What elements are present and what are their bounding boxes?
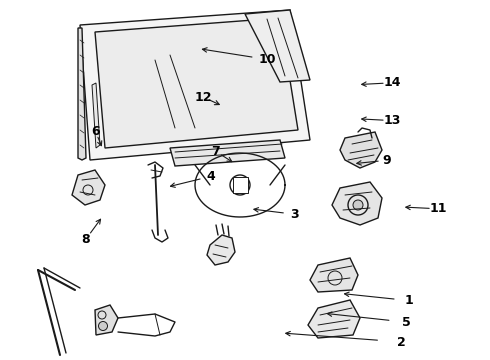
Text: 12: 12 — [195, 91, 212, 104]
Text: 7: 7 — [211, 145, 220, 158]
Text: 14: 14 — [383, 76, 401, 89]
Circle shape — [236, 181, 244, 189]
Polygon shape — [207, 235, 235, 265]
Polygon shape — [92, 83, 100, 148]
Polygon shape — [170, 140, 285, 166]
Polygon shape — [80, 10, 310, 160]
Polygon shape — [72, 170, 105, 205]
Text: 10: 10 — [258, 53, 276, 66]
Text: 6: 6 — [91, 125, 100, 138]
Circle shape — [353, 200, 363, 210]
Text: 1: 1 — [405, 294, 414, 307]
Text: 2: 2 — [397, 336, 406, 348]
Text: 9: 9 — [383, 154, 392, 167]
Polygon shape — [233, 177, 248, 193]
Text: 4: 4 — [206, 170, 215, 183]
Polygon shape — [95, 18, 298, 148]
Polygon shape — [78, 28, 86, 160]
Circle shape — [98, 321, 107, 330]
Circle shape — [230, 175, 250, 195]
Text: 8: 8 — [81, 233, 90, 246]
Text: 5: 5 — [402, 316, 411, 329]
Polygon shape — [310, 258, 358, 292]
Text: 3: 3 — [290, 208, 298, 221]
Text: 13: 13 — [383, 114, 401, 127]
Text: 11: 11 — [430, 202, 447, 215]
Polygon shape — [332, 182, 382, 225]
Polygon shape — [308, 300, 360, 338]
Polygon shape — [340, 132, 382, 168]
Polygon shape — [245, 10, 310, 82]
Polygon shape — [95, 305, 118, 335]
